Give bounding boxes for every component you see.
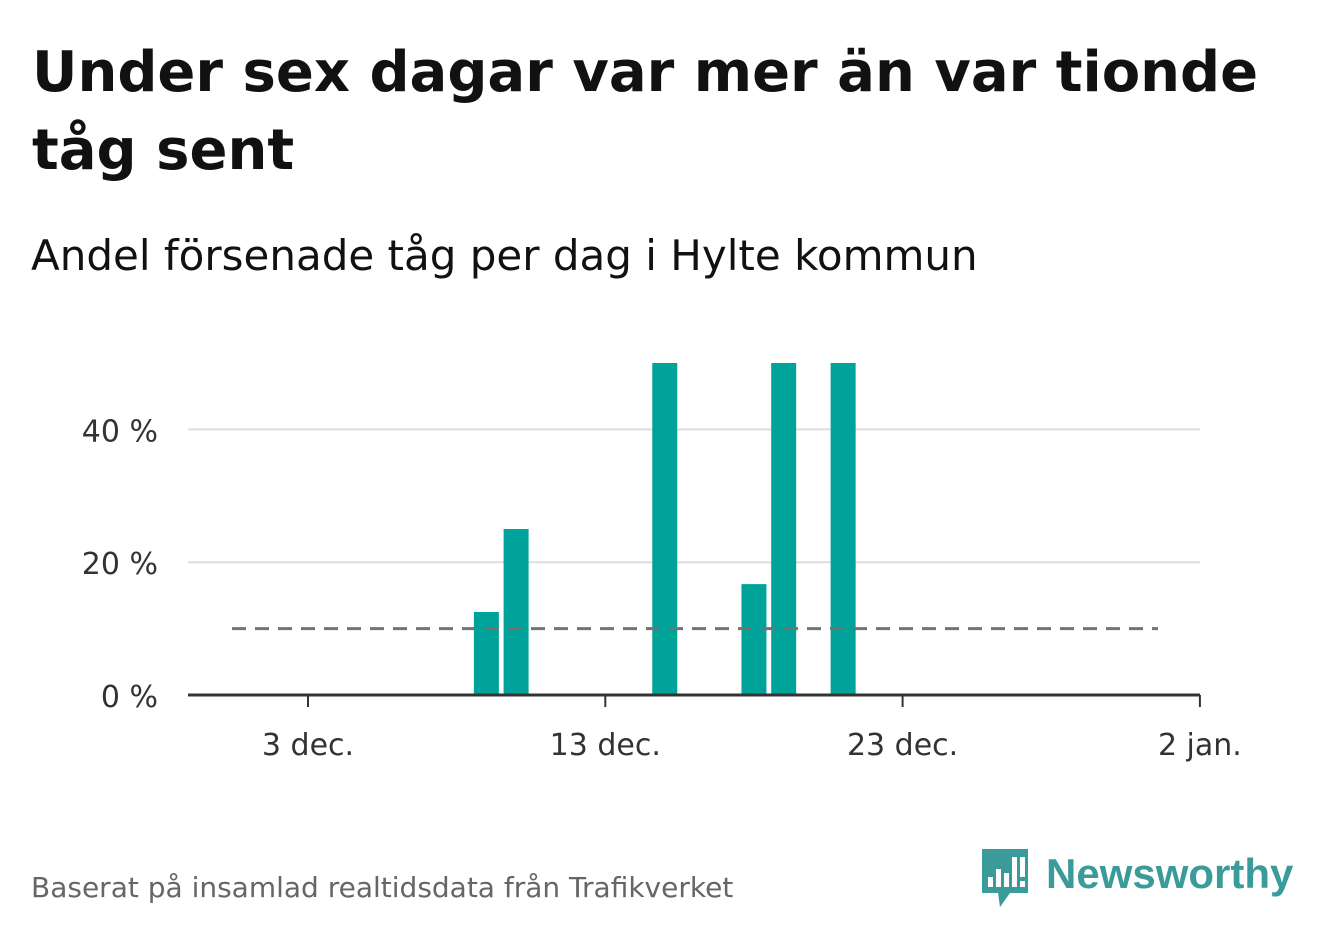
chart-title: Under sex dagar var mer än var tionde tå…	[32, 40, 1259, 183]
bar	[473, 612, 499, 695]
gridlines	[188, 428, 1200, 564]
y-tick-label: 0 %	[101, 680, 158, 715]
x-tick-label: 2 jan.	[1158, 728, 1242, 763]
x-tick-label: 3 dec.	[262, 728, 354, 763]
bar	[830, 363, 856, 695]
source-note: Baserat på insamlad realtidsdata från Tr…	[31, 871, 734, 904]
newsworthy-logo: Newsworthy	[980, 846, 1293, 910]
newsworthy-logo-icon	[982, 849, 1028, 907]
y-tick-label: 40 %	[82, 414, 158, 449]
bar	[503, 529, 529, 695]
bar	[771, 363, 797, 695]
x-axis	[188, 693, 1201, 707]
newsworthy-logo-text: Newsworthy	[1046, 850, 1294, 897]
y-axis-labels: 0 % 20 % 40 %	[82, 414, 158, 715]
x-axis-labels: 3 dec. 13 dec. 23 dec. 2 jan.	[262, 728, 1242, 763]
x-tick-label: 23 dec.	[847, 728, 958, 763]
y-tick-label: 20 %	[82, 547, 158, 582]
chart-subtitle: Andel försenade tåg per dag i Hylte komm…	[31, 231, 978, 280]
bar-chart: 0 % 20 % 40 % 3 dec. 13 dec. 23 dec. 2 jan.	[82, 363, 1242, 763]
bar	[652, 363, 678, 695]
bar	[741, 584, 767, 695]
bars	[473, 363, 856, 695]
x-tick-label: 13 dec.	[550, 728, 661, 763]
